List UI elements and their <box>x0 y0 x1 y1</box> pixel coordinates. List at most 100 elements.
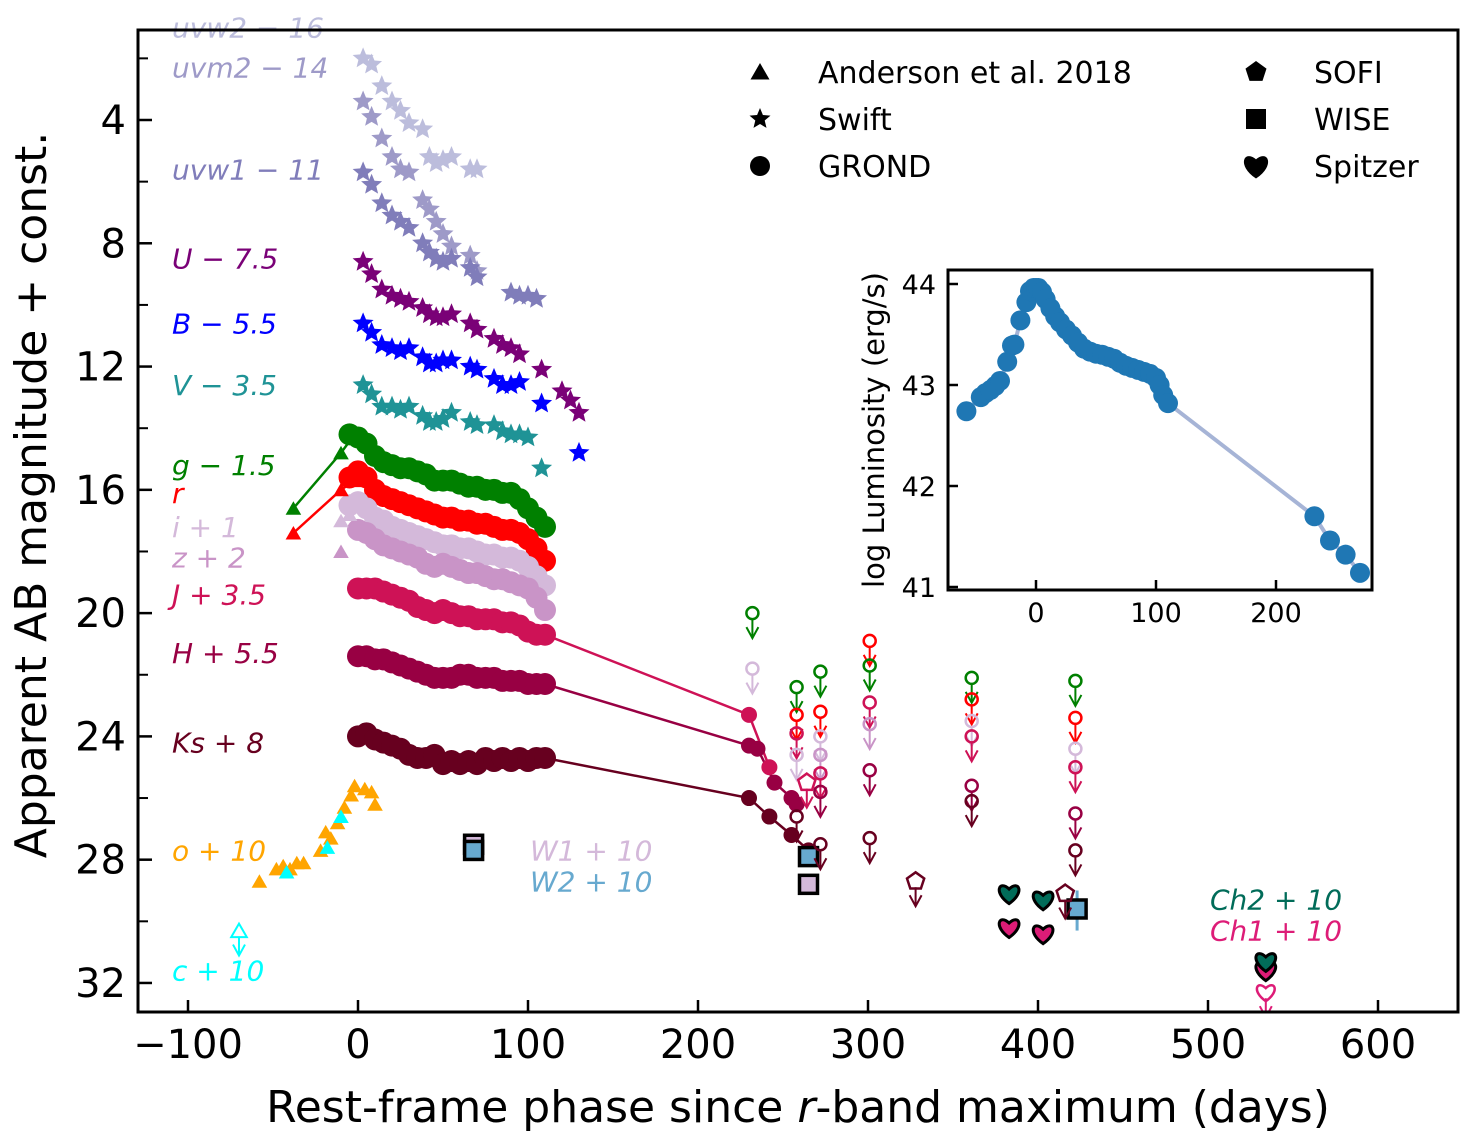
inset-y-tick-label: 43 <box>902 371 936 402</box>
data-point-U <box>432 306 454 327</box>
legend-marker-star <box>749 108 771 128</box>
data-point-uvw2 <box>432 149 454 169</box>
x-axis-ticks: −100 0 100 200 300 400 500 600 <box>133 1000 1416 1068</box>
inset-data-point <box>997 351 1018 372</box>
data-point-V <box>517 426 539 447</box>
data-point-uvw2 <box>381 90 403 111</box>
upper-limit-arrowhead <box>1058 907 1073 921</box>
data-point-uvw1 <box>361 173 383 194</box>
upper-limit-marker <box>813 704 828 719</box>
inset-y-axis-label: log Luminosity (erg/s) <box>857 272 891 588</box>
data-point-V <box>398 395 420 416</box>
legend-label: SOFI <box>1314 56 1383 91</box>
band-labels: uvw2 − 16 uvm2 − 14 uvw1 − 11 U − 7.5 B − 5.… <box>167 12 1342 988</box>
upper-limit-arrowhead <box>789 768 804 782</box>
data-point-V <box>531 457 553 478</box>
data-point-o <box>367 797 383 811</box>
data-point-B <box>509 371 530 391</box>
data-point-uvw1 <box>441 247 462 268</box>
upper-limit-arrowhead <box>862 783 877 798</box>
data-point-c <box>319 840 336 854</box>
data-point-H <box>534 673 556 696</box>
upper-limit-arrowhead <box>799 796 814 810</box>
upper-limit-marker <box>964 670 979 686</box>
upper-limit-arrowhead <box>862 679 877 693</box>
upper-limit-arrowhead <box>1068 694 1083 709</box>
data-point-uvw2 <box>466 158 488 179</box>
legend-marker-heart <box>1244 156 1268 179</box>
data-point-W2 <box>1066 898 1088 920</box>
x-tick-label: 400 <box>1000 1022 1076 1068</box>
upper-limit-marker <box>964 778 979 793</box>
data-point-uvw2 <box>412 118 434 139</box>
data-point-Ch2 <box>1254 952 1278 974</box>
data-point-uvm2 <box>459 244 481 265</box>
band-label-g: g − 1.5 <box>172 449 276 482</box>
legend-marker-triangle <box>750 63 770 80</box>
data-point-U <box>509 343 530 364</box>
upper-limit-marker <box>862 763 877 778</box>
data-point-uvm2 <box>352 90 374 111</box>
legend-marker-square <box>1246 109 1266 129</box>
data-point-uvw1 <box>371 192 393 213</box>
data-point-uvw2 <box>371 75 393 95</box>
upper-limit-marker <box>1068 759 1083 775</box>
upper-limit-marker <box>905 870 926 890</box>
upper-limit-marker <box>1068 673 1083 689</box>
upper-limit-marker <box>862 716 877 732</box>
data-point-z <box>534 599 556 622</box>
data-point-V <box>352 374 374 394</box>
legend-marker-pentagon <box>1245 61 1267 81</box>
data-point-o <box>251 874 268 888</box>
data-point-o <box>336 800 353 814</box>
upper-limit-marker <box>964 729 979 744</box>
legend-label: WISE <box>1314 103 1391 138</box>
data-point-B <box>466 358 488 379</box>
upper-limit-marker <box>789 679 804 695</box>
band-label-H: H + 5.5 <box>172 637 279 670</box>
data-point-Ks <box>741 790 757 807</box>
band-label-Ch2: Ch2 + 10 <box>1210 884 1342 917</box>
upper-limit-arrowhead <box>813 725 828 739</box>
band-label-uvm2: uvm2 − 14 <box>172 52 328 85</box>
upper-limit-arrowhead <box>862 654 877 668</box>
upper-limit-marker <box>796 772 817 792</box>
upper-limit-arrowhead <box>813 857 828 872</box>
data-point-Ks <box>534 746 556 769</box>
data-point-c <box>333 809 349 823</box>
data-point-o <box>343 788 359 802</box>
data-point-U <box>551 380 573 401</box>
data-point-U <box>560 389 581 410</box>
band-label-i: i + 1 <box>172 511 239 544</box>
inset-axes-frame <box>946 268 1374 592</box>
data-point-r-anderson <box>285 526 302 540</box>
data-point-o <box>295 855 312 870</box>
x-tick-label: 500 <box>1170 1022 1246 1068</box>
band-label-W1: W1 + 10 <box>530 834 652 867</box>
x-tick-label: 100 <box>490 1022 566 1068</box>
data-point-uvw1 <box>526 287 547 308</box>
upper-limit-marker <box>1068 710 1083 726</box>
data-point-uvw1 <box>398 216 420 237</box>
x-tick-label: −100 <box>133 1022 243 1068</box>
data-point-U <box>466 318 488 339</box>
inset-data-point <box>990 370 1010 391</box>
upper-limit-arrowhead <box>1068 826 1083 841</box>
data-point-uvm2 <box>432 223 454 243</box>
data-point-r-anderson <box>353 470 370 484</box>
data-point-U <box>568 401 590 422</box>
inset-luminosity-plot: 0 100 200 41 42 43 44 log Luminosity (erg/s) <box>857 268 1374 629</box>
upper-limit-marker <box>813 747 828 763</box>
upper-limit-marker <box>1068 741 1083 756</box>
upper-limit-marker <box>1055 883 1076 903</box>
upper-limit-arrowhead <box>1068 863 1083 878</box>
y-axis-ticks: 4 8 12 16 20 24 28 32 <box>75 57 152 1007</box>
data-point-B <box>390 340 411 360</box>
data-point-r-anderson <box>333 482 349 497</box>
inset-x-axis-ticks: 0 100 200 <box>1027 580 1302 629</box>
data-point-B <box>352 312 374 333</box>
y-tick-label: 32 <box>75 961 126 1007</box>
data-point-o <box>363 784 380 799</box>
data-point-uvm2 <box>398 161 420 182</box>
upper-limit-arrowhead <box>862 851 877 866</box>
